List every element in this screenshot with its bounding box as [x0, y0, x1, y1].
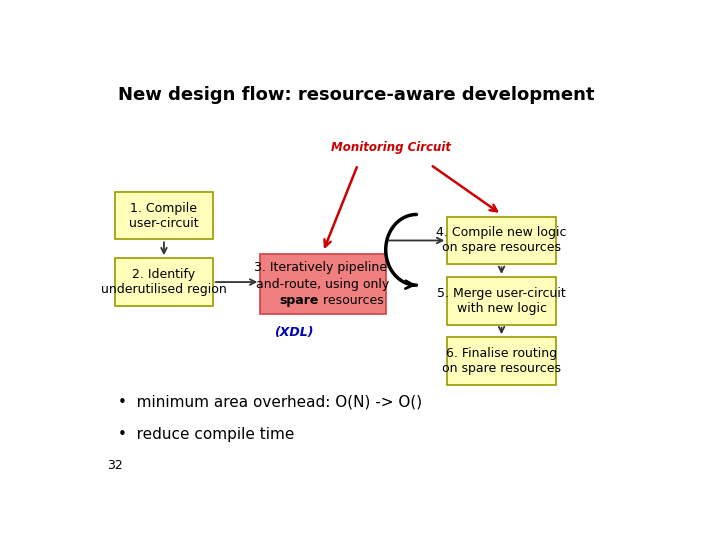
FancyBboxPatch shape	[447, 217, 556, 265]
Text: 3. Iteratively pipeline-: 3. Iteratively pipeline-	[254, 261, 392, 274]
Text: resources: resources	[318, 294, 383, 307]
FancyBboxPatch shape	[115, 192, 213, 239]
FancyBboxPatch shape	[447, 337, 556, 385]
Text: (XDL): (XDL)	[274, 327, 313, 340]
Text: 32: 32	[107, 460, 122, 472]
FancyBboxPatch shape	[447, 277, 556, 325]
Text: •  minimum area overhead: O(N) -> O(): • minimum area overhead: O(N) -> O()	[118, 394, 422, 409]
Text: 1. Compile
user-circuit: 1. Compile user-circuit	[129, 201, 199, 229]
Text: 2. Identify
underutilised region: 2. Identify underutilised region	[101, 268, 227, 296]
FancyBboxPatch shape	[115, 258, 213, 306]
Text: spare: spare	[279, 294, 318, 307]
Text: 5. Merge user-circuit
with new logic: 5. Merge user-circuit with new logic	[437, 287, 566, 315]
Text: 6. Finalise routing
on spare resources: 6. Finalise routing on spare resources	[442, 347, 561, 375]
Text: and-route, using only: and-route, using only	[256, 278, 390, 291]
Text: •  reduce compile time: • reduce compile time	[118, 427, 294, 442]
FancyBboxPatch shape	[260, 254, 386, 314]
Text: Monitoring Circuit: Monitoring Circuit	[331, 141, 451, 154]
Text: 4. Compile new logic
on spare resources: 4. Compile new logic on spare resources	[436, 226, 567, 254]
Text: New design flow: resource-aware development: New design flow: resource-aware developm…	[118, 85, 595, 104]
